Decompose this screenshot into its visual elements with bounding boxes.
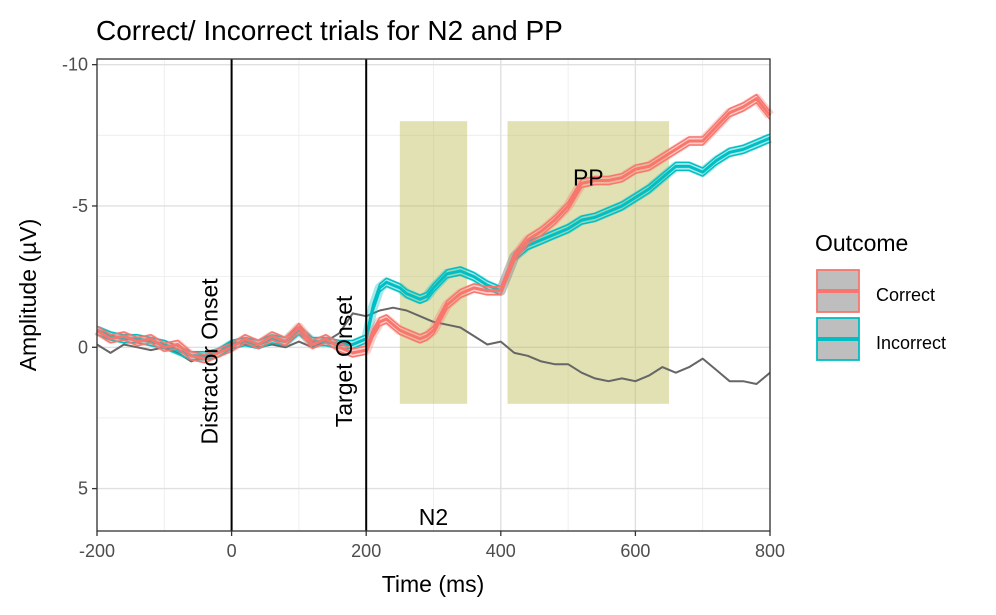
series-lower-correct xyxy=(96,101,771,364)
plot-border xyxy=(96,58,771,532)
series-line-correct xyxy=(96,97,772,361)
legend-label-incorrect: Incorrect xyxy=(876,333,946,353)
x-tick-label: 400 xyxy=(486,541,516,561)
y-tick-label: -10 xyxy=(62,55,88,75)
x-tick-label: 200 xyxy=(351,541,381,561)
window-label-n2: N2 xyxy=(419,504,448,530)
legend: Outcome Correct Incorrect xyxy=(815,230,946,361)
x-tick-label: -200 xyxy=(79,541,115,561)
y-tick-label: -5 xyxy=(72,196,88,216)
analysis-windows xyxy=(399,121,670,404)
x-tick-label: 0 xyxy=(227,541,237,561)
event-label-1: Target Onset xyxy=(331,295,357,427)
y-tick-label: 0 xyxy=(78,337,88,357)
x-tick-label: 800 xyxy=(755,541,785,561)
event-lines xyxy=(230,59,368,531)
window-label-pp: PP xyxy=(573,165,604,191)
annotations: Distractor Onset Target Onset N2 PP xyxy=(197,165,604,530)
legend-label-correct: Correct xyxy=(876,285,935,305)
y-axis-title: Amplitude (µV) xyxy=(15,219,41,372)
series-upper-correct xyxy=(96,93,771,356)
axis-ticks: -200 0 200 400 600 800 -10 -5 0 5 xyxy=(62,55,785,561)
y-tick-label: 5 xyxy=(78,479,88,499)
legend-item-correct: Correct xyxy=(816,269,935,313)
window-n2 xyxy=(399,121,468,404)
event-label-0: Distractor Onset xyxy=(197,278,223,445)
legend-item-incorrect: Incorrect xyxy=(816,317,946,361)
x-axis-title: Time (ms) xyxy=(382,571,485,597)
legend-title: Outcome xyxy=(815,230,908,256)
x-tick-label: 600 xyxy=(620,541,650,561)
chart-title: Correct/ Incorrect trials for N2 and PP xyxy=(96,15,563,46)
series-lines xyxy=(94,93,774,385)
